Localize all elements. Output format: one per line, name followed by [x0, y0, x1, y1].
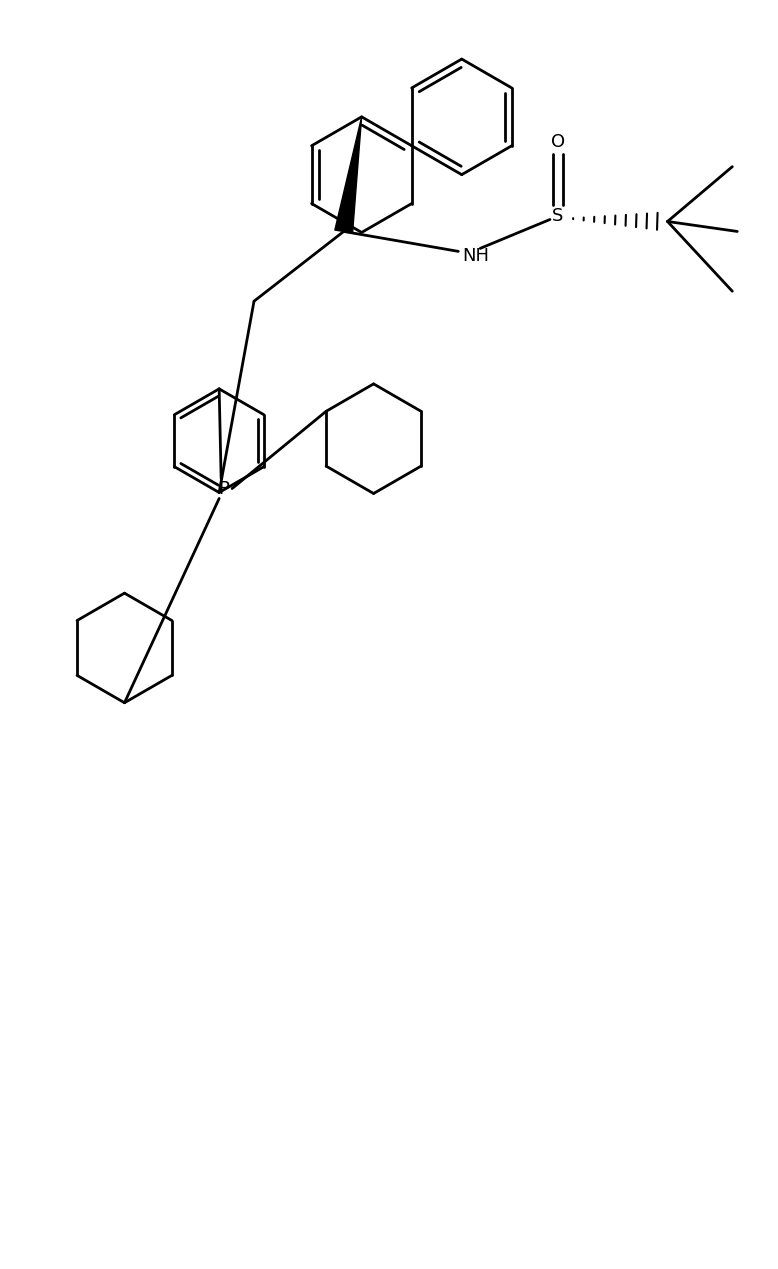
Text: NH: NH	[463, 247, 489, 265]
Polygon shape	[335, 117, 362, 232]
Text: S: S	[552, 208, 563, 226]
Text: O: O	[551, 133, 565, 151]
Text: P: P	[219, 480, 230, 497]
